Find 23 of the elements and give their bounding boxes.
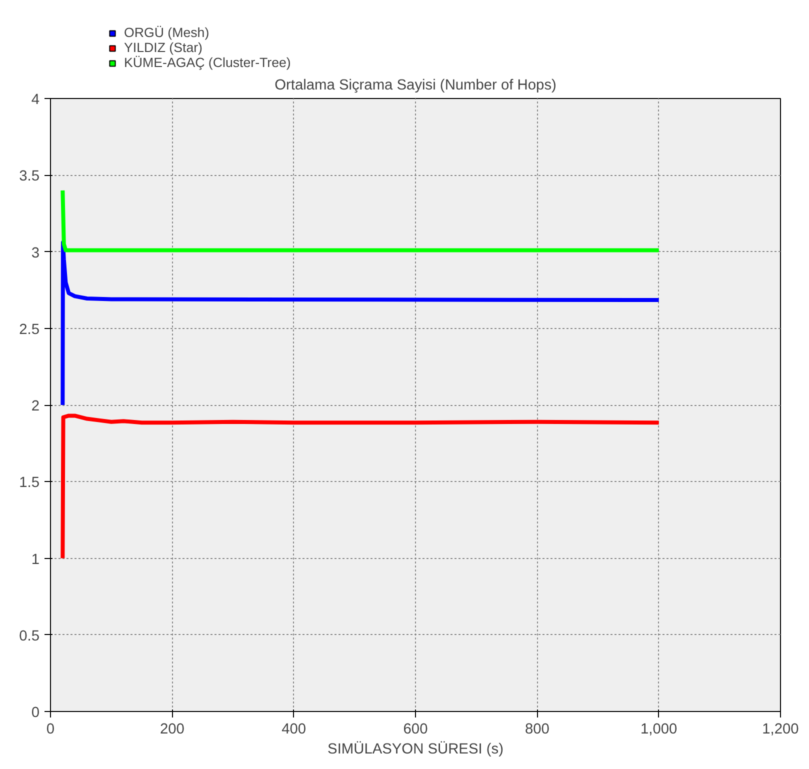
legend-label: KÜME-AGAÇ (Cluster-Tree) xyxy=(124,55,291,70)
y-tick-label: 1 xyxy=(31,552,40,568)
chart-title: Ortalama Siçrama Sayisi (Number of Hops) xyxy=(274,78,556,94)
line-series xyxy=(60,240,661,407)
x-axis-title: SIMÜLASYON SÜRESI (s) xyxy=(328,740,504,758)
x-tick-label: 0 xyxy=(46,722,55,738)
legend-label: YILDIZ (Star) xyxy=(124,40,202,55)
legend-label: ORGÜ (Mesh) xyxy=(124,25,210,40)
x-tick-label: 200 xyxy=(160,722,184,738)
x-tick-label: 600 xyxy=(403,722,428,738)
y-tick-label: 0.5 xyxy=(19,628,40,644)
y-tick-label: 3 xyxy=(31,245,40,262)
y-tick-label: 2.5 xyxy=(19,322,40,338)
y-tick-label: 4 xyxy=(31,92,40,108)
line-series xyxy=(60,414,661,560)
x-tick-label: 800 xyxy=(524,722,550,738)
y-tick-label: 0 xyxy=(31,705,40,721)
x-tick-label: 1,200 xyxy=(762,722,799,738)
y-tick-label: 3.5 xyxy=(19,168,40,185)
y-tick-label: 2 xyxy=(31,398,40,414)
x-tick-label: 1,000 xyxy=(640,722,678,738)
x-tick-label: 400 xyxy=(282,722,306,738)
y-tick-label: 1.5 xyxy=(19,475,40,492)
